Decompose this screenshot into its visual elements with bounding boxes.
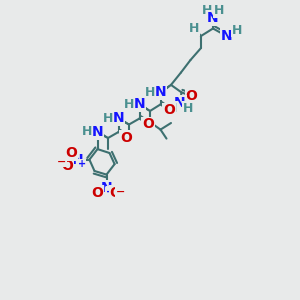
Polygon shape xyxy=(97,131,108,138)
Polygon shape xyxy=(160,85,171,93)
Text: O: O xyxy=(163,103,175,117)
Text: +: + xyxy=(77,159,86,170)
Polygon shape xyxy=(139,103,150,111)
Text: +: + xyxy=(106,187,115,197)
Text: −: − xyxy=(116,187,125,197)
Text: O: O xyxy=(61,159,74,172)
Text: H: H xyxy=(183,101,194,115)
Text: O: O xyxy=(65,146,77,160)
Text: H: H xyxy=(103,112,113,125)
Text: N: N xyxy=(72,153,83,166)
Text: H: H xyxy=(202,4,212,17)
Text: H: H xyxy=(82,125,92,139)
Text: O: O xyxy=(120,131,132,145)
Text: N: N xyxy=(101,181,112,194)
Text: O: O xyxy=(142,118,154,131)
Text: H: H xyxy=(232,23,242,37)
Text: H: H xyxy=(167,101,177,115)
Text: N: N xyxy=(113,112,124,125)
Text: N: N xyxy=(92,125,103,139)
Text: H: H xyxy=(189,22,200,35)
Text: O: O xyxy=(92,186,104,200)
Text: H: H xyxy=(214,4,224,17)
Text: H: H xyxy=(124,98,134,111)
Text: −: − xyxy=(57,156,66,167)
Text: O: O xyxy=(110,186,122,200)
Polygon shape xyxy=(118,118,129,124)
Text: O: O xyxy=(185,89,197,103)
Text: N: N xyxy=(174,96,186,110)
Text: H: H xyxy=(145,86,155,99)
Text: N: N xyxy=(221,29,232,43)
Text: N: N xyxy=(155,85,166,99)
Text: N: N xyxy=(134,98,145,111)
Text: N: N xyxy=(207,11,219,25)
